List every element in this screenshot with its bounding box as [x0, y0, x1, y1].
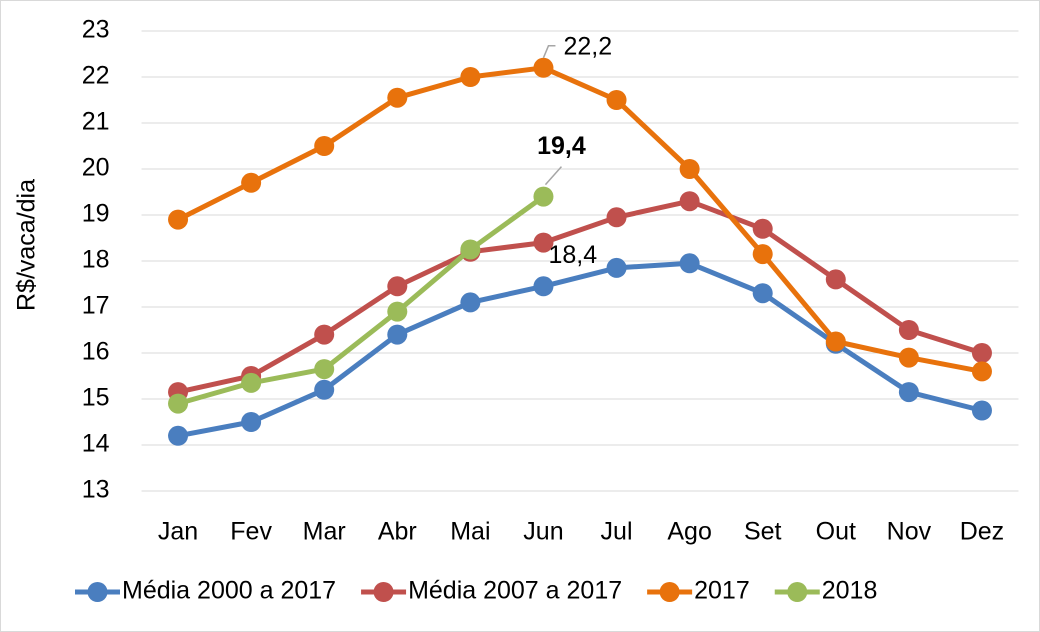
x-tick-label: Jun: [523, 518, 563, 546]
y-tick-label: 18: [82, 246, 110, 274]
data-point: [241, 172, 262, 193]
x-tick-label: Set: [744, 518, 782, 546]
y-tick-label: 21: [82, 108, 110, 136]
data-point: [752, 218, 773, 239]
data-point: [314, 136, 335, 156]
data-point: [460, 67, 481, 87]
x-tick-label: Abr: [378, 518, 417, 546]
data-point: [825, 269, 846, 290]
data-point: [533, 186, 554, 207]
data-point: [898, 347, 919, 368]
data-label: 22,2: [563, 32, 612, 60]
legend-marker: [87, 582, 108, 602]
data-point: [533, 57, 554, 78]
data-point: [314, 324, 335, 345]
y-tick-label: 15: [82, 384, 110, 412]
y-tick-label: 13: [82, 476, 110, 504]
data-point: [460, 239, 481, 260]
data-point: [752, 244, 773, 265]
legend-marker: [787, 582, 808, 602]
data-point: [679, 159, 700, 179]
series-line: [177, 198, 983, 395]
data-point: [241, 412, 262, 432]
legend-label: 2017: [694, 577, 750, 605]
x-tick-label: Mai: [450, 518, 490, 546]
y-tick-label: 19: [82, 200, 110, 228]
data-label: 18,4: [548, 241, 597, 269]
y-tick-label: 16: [82, 338, 110, 366]
y-tick-label: 17: [82, 292, 110, 320]
legend-marker: [659, 582, 680, 602]
x-tick-label: Jan: [158, 518, 198, 546]
data-point: [971, 400, 992, 421]
data-point: [679, 191, 700, 212]
series-line: [177, 260, 983, 439]
x-tick-label: Mar: [303, 518, 346, 546]
y-axis-label: R$/vaca/dia: [13, 179, 41, 311]
data-point: [752, 283, 773, 304]
data-point: [460, 292, 481, 313]
data-point: [387, 87, 408, 108]
x-tick-label: Ago: [667, 518, 711, 546]
x-tick-label: Nov: [887, 518, 932, 546]
data-point: [606, 207, 627, 228]
data-point: [825, 331, 846, 352]
legend-label: Média 2007 a 2017: [408, 577, 622, 605]
data-point: [971, 343, 992, 363]
legend-label: 2018: [822, 577, 878, 605]
series-line: [176, 65, 983, 374]
data-point: [606, 257, 627, 278]
leader-line: [544, 166, 563, 186]
x-tick-label: Out: [816, 518, 856, 546]
x-tick-label: Fev: [230, 518, 272, 546]
legend-label: Média 2000 a 2017: [122, 577, 336, 605]
leader-line: [542, 45, 556, 59]
data-point: [387, 276, 408, 297]
data-point: [168, 393, 189, 414]
data-point: [314, 379, 335, 400]
x-tick-label: Dez: [960, 518, 1004, 546]
data-point: [679, 253, 700, 274]
y-tick-label: 20: [82, 154, 110, 182]
data-point: [168, 209, 189, 230]
data-point: [314, 359, 335, 380]
y-tick-label: 22: [82, 62, 110, 90]
data-label: 19,4: [537, 132, 586, 160]
data-point: [241, 372, 262, 393]
data-point: [971, 361, 992, 382]
x-tick-label: Jul: [601, 518, 633, 546]
series-line: [177, 194, 545, 407]
data-point: [168, 425, 189, 446]
data-point: [606, 90, 627, 110]
data-point: [387, 301, 408, 322]
y-tick-label: 14: [82, 430, 110, 458]
data-point: [533, 276, 554, 297]
data-point: [387, 324, 408, 345]
data-point: [898, 382, 919, 403]
legend-marker: [373, 582, 394, 602]
y-tick-label: 23: [82, 16, 110, 44]
data-point: [898, 320, 919, 340]
data-point: [533, 232, 554, 253]
